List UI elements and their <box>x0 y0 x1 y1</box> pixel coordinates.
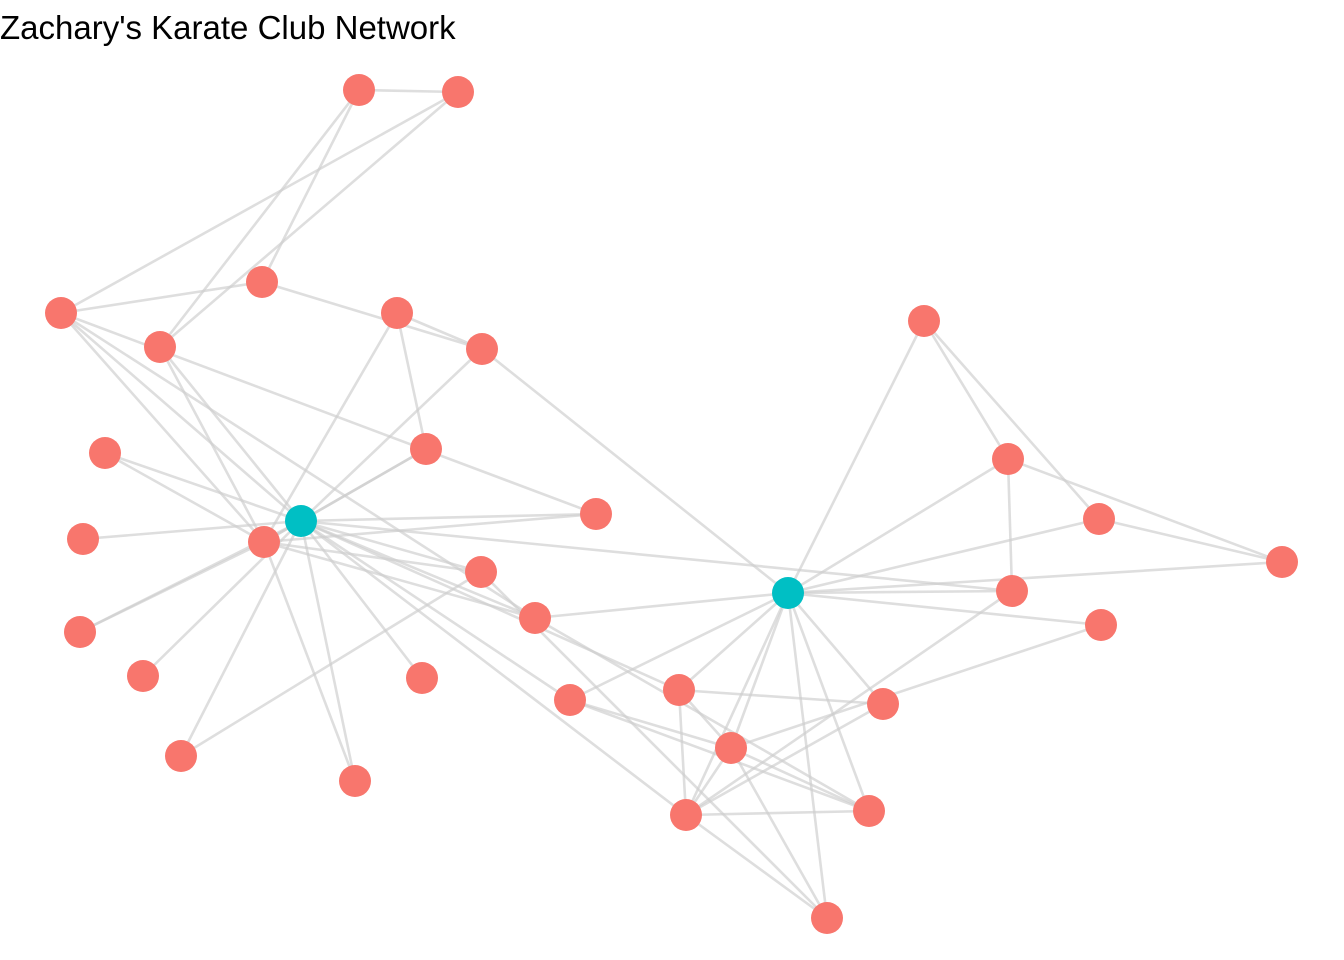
edge-n02-n24 <box>684 591 790 817</box>
edge-n01-n20 <box>299 512 598 523</box>
member-node-n30 <box>715 732 747 764</box>
edge-n01-n09 <box>158 345 303 523</box>
edge-n26-n29 <box>1006 457 1284 564</box>
edge-n23-n33 <box>677 688 885 706</box>
member-node-n29 <box>1266 546 1298 578</box>
member-node-n24 <box>670 799 702 831</box>
member-node-n07 <box>381 297 413 329</box>
edge-n02-n29 <box>786 560 1284 595</box>
edge-n02-n32 <box>786 591 829 920</box>
member-node-n34 <box>1085 609 1117 641</box>
edge-n02-n25 <box>786 319 926 595</box>
edge-n16-n19 <box>262 540 483 574</box>
edge-n01-n12 <box>81 519 303 541</box>
member-node-n15 <box>165 740 197 772</box>
edge-n16-n09 <box>158 345 266 544</box>
edge-n24-n28 <box>684 589 1014 817</box>
member-node-n18 <box>406 662 438 694</box>
edge-n02-n23 <box>677 591 790 692</box>
edge-n02-n30 <box>729 591 790 750</box>
hub-node-n02 <box>772 577 804 609</box>
edge-n02-n31 <box>786 591 871 813</box>
edge-n25-n26 <box>922 319 1010 461</box>
member-node-n12 <box>67 523 99 555</box>
chart-title: Zachary's Karate Club Network <box>0 9 456 46</box>
edge-n01-n22 <box>299 519 572 702</box>
edge-n16-n20 <box>262 512 598 544</box>
edge-n05-n10 <box>59 280 264 315</box>
member-node-n08 <box>410 433 442 465</box>
edge-n01-n17 <box>299 519 357 783</box>
node-layer <box>45 74 1298 934</box>
member-node-n17 <box>339 765 371 797</box>
member-node-n11 <box>89 437 121 469</box>
edge-n01-n15 <box>179 519 303 758</box>
edge-n16-n17 <box>262 540 357 783</box>
member-node-n21 <box>519 602 551 634</box>
edge-n16-n10 <box>59 311 266 544</box>
member-node-n22 <box>554 684 586 716</box>
edge-n01-n11 <box>103 451 303 523</box>
edge-n02-n22 <box>568 591 790 702</box>
hub-node-n01 <box>285 505 317 537</box>
edge-n16-n21 <box>262 540 537 620</box>
edge-n24-n32 <box>684 813 829 920</box>
edge-n30-n34 <box>729 623 1103 750</box>
member-node-n06 <box>466 333 498 365</box>
member-node-n14 <box>127 660 159 692</box>
edge-n15-n19 <box>179 570 483 758</box>
edge-n02-n28 <box>786 589 1014 595</box>
edge-n26-n28 <box>1006 457 1014 593</box>
edge-n02-n21 <box>533 591 790 620</box>
edge-n21-n31 <box>533 616 871 813</box>
edge-n02-n33 <box>786 591 885 706</box>
edge-n22-n30 <box>568 698 733 750</box>
edge-n27-n29 <box>1097 517 1284 564</box>
edge-n25-n27 <box>922 319 1101 521</box>
member-node-n23 <box>663 674 695 706</box>
edge-n16-n11 <box>103 451 266 544</box>
member-node-n20 <box>580 498 612 530</box>
edge-n24-n31 <box>684 809 871 817</box>
member-node-n03 <box>343 74 375 106</box>
edge-n01-n10 <box>59 311 303 523</box>
edge-n06-n01 <box>299 347 484 523</box>
member-node-n25 <box>908 305 940 337</box>
edge-n07-n16 <box>262 311 399 544</box>
edge-n24-n33 <box>684 702 885 817</box>
edge-n05-n06 <box>260 280 484 351</box>
member-node-n26 <box>992 443 1024 475</box>
member-node-n19 <box>465 556 497 588</box>
edge-n30-n31 <box>729 746 871 813</box>
edge-layer <box>59 88 1284 920</box>
member-node-n13 <box>64 616 96 648</box>
member-node-n09 <box>144 331 176 363</box>
member-node-n04 <box>442 76 474 108</box>
member-node-n31 <box>853 795 885 827</box>
member-node-n10 <box>45 297 77 329</box>
edge-n06-n02 <box>480 347 790 595</box>
edge-n03-n09 <box>158 88 361 349</box>
member-node-n32 <box>811 902 843 934</box>
member-node-n05 <box>246 266 278 298</box>
edge-n16-n13 <box>78 540 266 634</box>
edge-n03-n04 <box>357 88 460 94</box>
edge-n30-n32 <box>729 746 829 920</box>
edge-n02-n34 <box>786 591 1103 627</box>
edge-n10-n21 <box>59 311 537 620</box>
edge-n01-n18 <box>299 519 424 680</box>
edge-n03-n05 <box>260 88 361 284</box>
edge-n07-n08 <box>395 311 428 451</box>
edge-n02-n26 <box>786 457 1010 595</box>
edge-n02-n27 <box>786 517 1101 595</box>
edge-n01-n28 <box>299 519 1014 593</box>
edge-n23-n24 <box>677 688 688 817</box>
member-node-n28 <box>996 575 1028 607</box>
member-node-n27 <box>1083 503 1115 535</box>
edge-n04-n09 <box>158 90 460 349</box>
edge-n04-n10 <box>59 90 460 315</box>
member-node-n33 <box>867 688 899 720</box>
member-node-n16 <box>248 526 280 558</box>
